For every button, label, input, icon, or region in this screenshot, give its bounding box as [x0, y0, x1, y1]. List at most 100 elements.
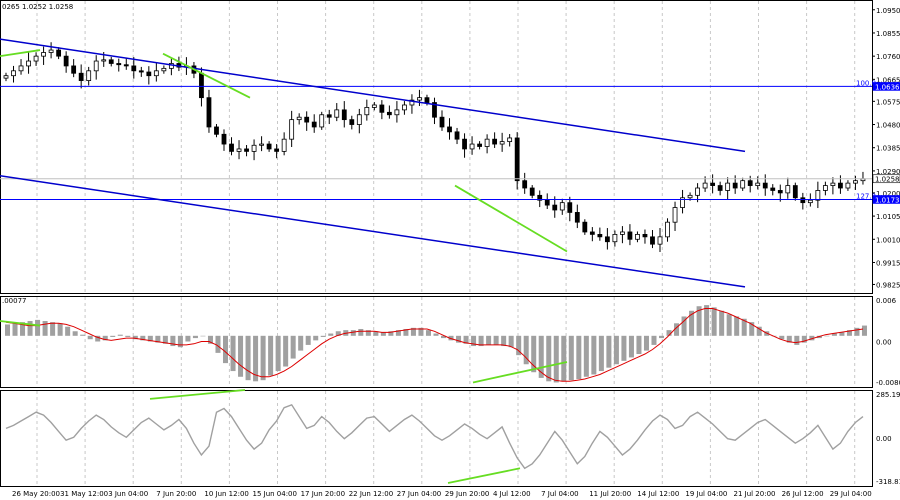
candle-body: [161, 67, 167, 72]
y-tick-label: 1.0105: [876, 213, 900, 221]
level-value-box: [872, 195, 900, 204]
x-tick-label: 14 Jul 12:00: [637, 490, 679, 498]
macd-histogram-bar: [516, 335, 522, 356]
candle-body: [11, 70, 16, 77]
candle-body: [71, 65, 77, 74]
macd-histogram-bar: [268, 335, 274, 376]
candle-body: [620, 231, 625, 235]
candle-body: [492, 138, 498, 145]
macd-histogram-bar: [801, 335, 807, 343]
panel-frame-2: [0, 390, 873, 487]
macd-histogram-bar: [177, 335, 183, 348]
level-value-box: [872, 82, 900, 91]
y-tick-label: 1.0575: [876, 98, 900, 106]
candle-body: [567, 202, 573, 213]
candle-body: [78, 72, 84, 81]
macd-histogram-bar: [591, 335, 597, 375]
candle-body: [244, 148, 249, 152]
macd-histogram-bar: [621, 335, 627, 361]
candle-body: [371, 104, 377, 108]
candle-body: [695, 187, 700, 196]
macd-histogram-bar: [561, 335, 567, 382]
candle-body: [304, 116, 310, 123]
macd-histogram-bar: [185, 335, 191, 342]
macd-histogram-bar: [207, 335, 213, 344]
macd-histogram-bar: [87, 335, 93, 340]
indicator-y-label: 0.00: [876, 339, 892, 347]
macd-histogram-bar: [50, 322, 56, 336]
y-tick-label: 1.0665: [876, 76, 900, 84]
macd-histogram-bar: [824, 335, 830, 337]
candle-body: [281, 138, 287, 152]
macd-histogram-bar: [215, 335, 221, 353]
candle-body: [514, 137, 520, 182]
candle-body: [725, 182, 731, 191]
candle-body: [800, 197, 806, 204]
macd-histogram-bar: [576, 335, 582, 380]
y-tick-label: 1.0760: [876, 53, 900, 61]
macd-histogram-bar: [147, 335, 153, 342]
macd-histogram-bar: [779, 335, 785, 340]
candle-body: [755, 182, 761, 186]
macd-histogram-bar: [125, 335, 131, 337]
candle-body: [559, 202, 565, 211]
macd-histogram-bar: [531, 335, 537, 373]
candle-body: [33, 55, 39, 62]
macd-histogram-bar: [546, 335, 552, 382]
x-tick-label: 19 Jul 04:00: [685, 490, 727, 498]
macd-histogram-bar: [643, 335, 649, 351]
candle-body: [326, 114, 332, 118]
macd-histogram-bar: [410, 327, 416, 336]
macd-histogram-bar: [223, 335, 229, 364]
macd-histogram-bar: [140, 335, 146, 341]
macd-histogram-bar: [335, 331, 341, 336]
x-tick-label: 26 Jul 12:00: [782, 490, 824, 498]
macd-histogram-bar: [493, 335, 499, 345]
macd-histogram-bar: [628, 335, 634, 358]
macd-histogram-bar: [373, 331, 379, 336]
y-tick-label: 0.9915: [876, 259, 900, 267]
macd-histogram-bar: [290, 335, 296, 359]
macd-histogram-bar: [305, 335, 311, 345]
candle-body: [63, 55, 69, 67]
candle-body: [296, 116, 302, 121]
channel-line: [0, 175, 746, 288]
macd-histogram-bar: [704, 305, 710, 336]
candle-body: [680, 197, 685, 208]
y-tick-label: 1.0480: [876, 122, 900, 130]
macd-histogram-bar: [689, 310, 695, 336]
axis-layer: 26 May 20:00 31 May 12:00 3 Jun 04:00 7 Jun…: [12, 7, 900, 498]
candle-body: [379, 104, 385, 113]
macd-histogram-bar: [20, 322, 26, 336]
candle-body: [822, 185, 828, 191]
candle-body: [702, 182, 708, 189]
candle-body: [101, 59, 107, 62]
macd-histogram-bar: [27, 321, 33, 336]
candle-body: [627, 231, 633, 240]
y-tick-label: 1.0290: [876, 168, 900, 176]
indicator-y-label: -0.00802: [876, 379, 900, 387]
macd-histogram-bar: [57, 323, 63, 336]
macd-histogram-bar: [245, 335, 251, 381]
candle-body: [552, 204, 558, 211]
cci-line: [5, 403, 864, 470]
y-tick-label: 0.9825: [876, 281, 900, 289]
candle-body: [830, 182, 836, 186]
candle-body: [251, 144, 257, 152]
x-tick-label: 29 Jul 04:00: [830, 490, 872, 498]
candle-body: [785, 185, 791, 194]
level-value-box: [872, 174, 900, 184]
candle-body: [529, 187, 535, 196]
candle-body: [582, 221, 588, 233]
candle-body: [236, 148, 242, 152]
level-value-label: 1.0636: [875, 83, 900, 91]
macd-histogram-bar: [275, 335, 281, 372]
candle-body: [364, 107, 370, 116]
candle-body: [537, 194, 543, 201]
candle-body: [221, 133, 227, 145]
macd-histogram-bar: [719, 310, 725, 336]
candle-body: [417, 97, 422, 101]
divergence-line: [162, 52, 251, 99]
macd-histogram-bar: [162, 335, 168, 344]
macd-histogram-bar: [95, 335, 101, 342]
